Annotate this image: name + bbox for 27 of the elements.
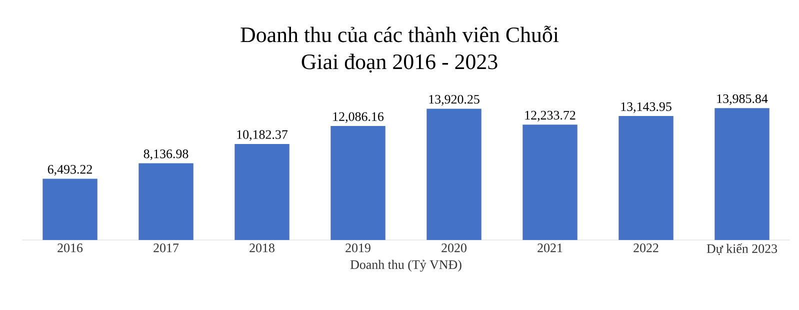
- x-tick-label: 2018: [250, 244, 274, 252]
- bar: [618, 116, 674, 240]
- data-label: 12,233.72: [525, 110, 576, 122]
- x-tick-label: 2022: [634, 244, 658, 252]
- x-tick-label: Dự kiến 2023: [706, 244, 778, 256]
- bar: [426, 108, 482, 240]
- data-label: 8,136.98: [144, 149, 188, 160]
- data-label: 13,985.84: [717, 94, 768, 105]
- data-label: 13,143.95: [621, 102, 672, 113]
- chart-title: Doanh thu của các thành viên Chuỗi: [240, 26, 559, 42]
- x-tick-label: 2019: [346, 244, 370, 252]
- x-tick-label: 2016: [58, 244, 83, 252]
- bar: [42, 178, 98, 240]
- bar: [234, 144, 290, 240]
- data-label: 10,182.37: [237, 130, 288, 141]
- data-label: 13,920.25: [429, 94, 480, 106]
- x-tick-label: 2017: [154, 244, 179, 252]
- bar: [138, 163, 194, 240]
- bar: [330, 126, 386, 240]
- data-label: 6,493.22: [48, 165, 92, 176]
- x-tick-label: 2021: [538, 244, 562, 252]
- x-axis-title: Doanh thu (Tỷ VNĐ): [350, 260, 462, 272]
- bar: [522, 124, 578, 240]
- data-label: 12,086.16: [333, 112, 384, 123]
- x-tick-label: 2020: [442, 244, 466, 252]
- chart-subtitle: Giai đoạn 2016 - 2023: [302, 54, 498, 73]
- bar: [714, 108, 770, 240]
